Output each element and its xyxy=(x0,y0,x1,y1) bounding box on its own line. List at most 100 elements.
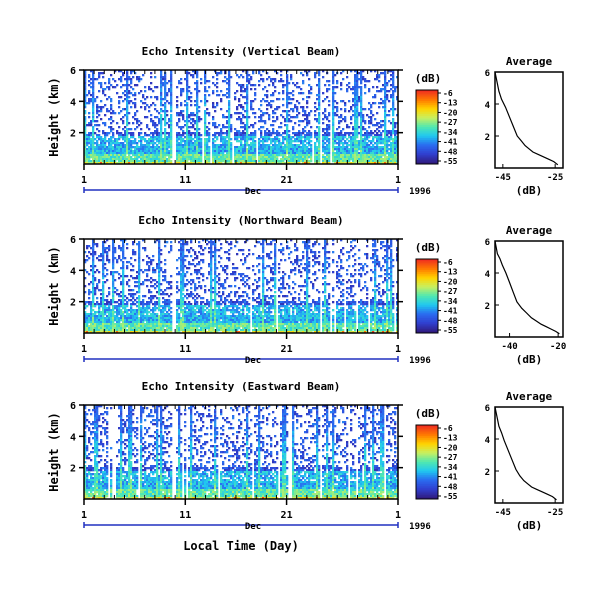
heatmap-cell xyxy=(158,267,160,269)
heatmap-cell xyxy=(134,251,136,253)
heatmap-cell xyxy=(364,134,366,136)
heatmap-cell xyxy=(216,148,218,150)
heatmap-cell xyxy=(114,323,116,325)
heatmap-cell xyxy=(342,100,344,102)
heatmap-cell xyxy=(110,74,112,76)
heatmap-cell xyxy=(154,124,156,126)
heatmap-cell xyxy=(92,134,94,136)
heatmap-cell xyxy=(354,140,356,142)
heatmap-cell xyxy=(94,271,96,273)
heatmap-cell xyxy=(376,90,378,92)
heatmap-cell xyxy=(392,106,394,108)
heatmap-cell xyxy=(344,132,346,134)
heatmap-cell xyxy=(296,134,298,136)
heatmap-cell xyxy=(116,138,118,140)
heatmap-cell xyxy=(324,128,326,130)
heatmap-cell xyxy=(92,275,94,277)
heatmap-cell xyxy=(120,329,122,331)
heatmap-cell xyxy=(292,136,294,138)
heatmap-cell xyxy=(120,144,122,146)
heatmap-cell xyxy=(156,315,158,317)
heatmap-cell xyxy=(218,72,220,74)
heatmap-cell xyxy=(118,136,120,138)
heatmap-cell xyxy=(110,315,112,317)
heatmap-cell xyxy=(318,116,320,118)
heatmap-cell xyxy=(170,92,172,94)
heatmap-cell xyxy=(314,150,316,152)
heatmap-cell xyxy=(208,114,210,116)
heatmap-cell xyxy=(384,80,386,82)
heatmap-cell xyxy=(188,152,190,154)
heatmap-cell xyxy=(326,136,328,138)
heatmap-cell xyxy=(286,104,288,106)
heatmap-cell xyxy=(122,156,124,158)
heatmap-cell xyxy=(140,122,142,124)
heatmap-cell xyxy=(340,150,342,152)
heatmap-cell xyxy=(308,112,310,114)
heatmap-cell xyxy=(100,100,102,102)
heatmap-cell xyxy=(228,154,230,156)
heatmap-cell xyxy=(362,126,364,128)
heatmap-cell xyxy=(260,146,262,148)
heatmap-cell xyxy=(166,160,168,162)
heatmap-cell xyxy=(204,126,206,128)
heatmap-cell xyxy=(160,110,162,112)
heatmap-cell xyxy=(352,114,354,116)
heatmap-cell xyxy=(378,76,380,78)
heatmap-cell xyxy=(150,132,152,134)
heatmap-cell xyxy=(150,88,152,90)
heatmap-cell xyxy=(214,84,216,86)
heatmap-cell xyxy=(146,263,148,265)
heatmap-cell xyxy=(216,72,218,74)
heatmap-cell xyxy=(138,323,140,325)
heatmap-cell xyxy=(184,104,186,106)
heatmap-cell xyxy=(390,158,392,160)
heatmap-cell xyxy=(394,144,396,146)
heatmap-cell xyxy=(274,150,276,152)
heatmap-cell xyxy=(106,110,108,112)
heatmap-cell xyxy=(288,98,290,100)
heatmap-cell xyxy=(134,146,136,148)
heatmap-cell xyxy=(308,120,310,122)
heatmap-cell xyxy=(394,90,396,92)
heatmap-cell xyxy=(370,120,372,122)
heatmap-cell xyxy=(182,132,184,134)
heatmap-cell xyxy=(228,96,230,98)
heatmap-cell xyxy=(260,110,262,112)
heatmap-cell xyxy=(186,124,188,126)
heatmap-cell xyxy=(368,90,370,92)
heatmap-cell xyxy=(170,138,172,140)
heatmap-cell xyxy=(158,154,160,156)
heatmap-cell xyxy=(122,120,124,122)
heatmap-cell xyxy=(376,74,378,76)
heatmap-cell xyxy=(122,285,124,287)
heatmap-cell xyxy=(332,138,334,140)
heatmap-cell xyxy=(242,130,244,132)
heatmap-cell xyxy=(126,88,128,90)
heatmap-cell xyxy=(230,156,232,158)
heatmap-cell xyxy=(140,158,142,160)
heatmap-cell xyxy=(160,76,162,78)
heatmap-cell xyxy=(356,126,358,128)
heatmap-cell xyxy=(338,142,340,144)
heatmap-cell xyxy=(318,134,320,136)
heatmap-cell xyxy=(122,287,124,289)
heatmap-cell xyxy=(246,132,248,134)
heatmap-cell xyxy=(206,150,208,152)
heatmap-cell xyxy=(388,90,390,92)
heatmap-cell xyxy=(148,110,150,112)
heatmap-cell xyxy=(132,249,134,251)
heatmap-cell xyxy=(104,305,106,307)
heatmap-cell xyxy=(280,152,282,154)
heatmap-cell xyxy=(190,140,192,142)
heatmap-cell xyxy=(384,122,386,124)
heatmap-cell xyxy=(164,148,166,150)
heatmap-cell xyxy=(132,158,134,160)
heatmap-cell xyxy=(314,134,316,136)
heatmap-cell xyxy=(226,88,228,90)
heatmap-cell xyxy=(126,110,128,112)
heatmap-cell xyxy=(102,90,104,92)
heatmap-cell xyxy=(326,118,328,120)
heatmap-cell xyxy=(386,140,388,142)
heatmap-cell xyxy=(178,307,180,309)
